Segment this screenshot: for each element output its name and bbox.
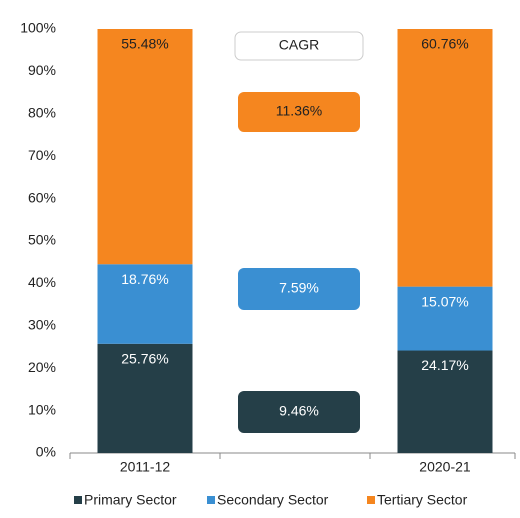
annotation: CAGR: [279, 37, 319, 53]
data-label: 15.07%: [421, 293, 468, 309]
x-tick-label: 2020-21: [419, 459, 471, 475]
legend-swatch: [207, 496, 215, 504]
annotation-box: [238, 92, 360, 132]
bar-segment: [397, 286, 493, 351]
data-label: 25.76%: [121, 350, 168, 366]
y-tick-label: 20%: [28, 359, 56, 375]
y-tick-label: 30%: [28, 317, 56, 333]
y-tick-label: 70%: [28, 147, 56, 163]
legend-swatch: [367, 496, 375, 504]
y-tick-label: 80%: [28, 105, 56, 121]
legend-label: Tertiary Sector: [377, 492, 468, 508]
bar-segment: [97, 264, 193, 344]
bar-segment: [97, 343, 193, 453]
x-tick-label: 2011-12: [120, 459, 171, 475]
y-tick-label: 0%: [36, 444, 56, 460]
annotation-box: [234, 31, 364, 61]
legend-label: Secondary Sector: [217, 492, 329, 508]
y-tick-label: 90%: [28, 62, 56, 78]
y-tick-label: 50%: [28, 232, 56, 248]
annotation: 7.59%: [279, 280, 319, 296]
y-tick-label: 60%: [28, 189, 56, 205]
bar-segment: [397, 350, 493, 453]
annotation: 11.36%: [276, 103, 322, 119]
data-label: 18.76%: [121, 271, 168, 287]
data-label: 60.76%: [421, 36, 468, 52]
bar-segment: [97, 29, 193, 265]
annotation-box: [238, 391, 360, 433]
data-label: 55.48%: [121, 36, 168, 52]
y-tick-label: 100%: [20, 20, 56, 36]
data-label: 24.17%: [421, 357, 468, 373]
y-tick-label: 10%: [28, 401, 56, 417]
legend-label: Primary Sector: [84, 492, 177, 508]
annotation: 9.46%: [279, 403, 319, 419]
legend-swatch: [74, 496, 82, 504]
annotation-box: [238, 268, 360, 310]
y-tick-label: 40%: [28, 274, 56, 290]
bar-segment: [397, 29, 493, 287]
